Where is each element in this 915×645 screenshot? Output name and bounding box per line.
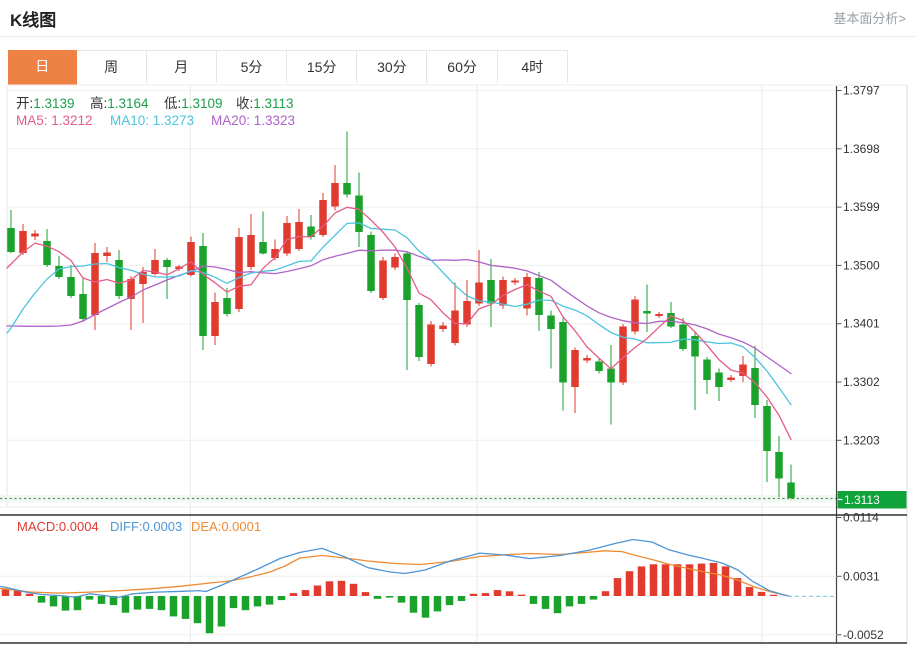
svg-text:MA5: 1.3212: MA5: 1.3212 <box>16 113 93 128</box>
svg-text:0.0114: 0.0114 <box>843 511 879 525</box>
svg-text:MACD:0.0004: MACD:0.0004 <box>17 519 99 534</box>
svg-text:DIFF:0.0003: DIFF:0.0003 <box>110 519 182 534</box>
svg-text:1.3203: 1.3203 <box>843 433 880 447</box>
svg-text:1.3302: 1.3302 <box>843 375 880 389</box>
svg-text:-0.0052: -0.0052 <box>843 628 884 642</box>
svg-text:MA10: 1.3273: MA10: 1.3273 <box>110 113 194 128</box>
svg-text:低:1.3109: 低:1.3109 <box>164 96 223 111</box>
svg-text:1.3500: 1.3500 <box>843 258 880 272</box>
svg-text:1.3401: 1.3401 <box>843 317 880 331</box>
svg-text:1.3698: 1.3698 <box>843 142 880 156</box>
svg-text:高:1.3164: 高:1.3164 <box>90 95 149 111</box>
svg-text:开:1.3139: 开:1.3139 <box>16 96 75 111</box>
svg-text:DEA:0.0001: DEA:0.0001 <box>191 519 261 534</box>
svg-text:0.0031: 0.0031 <box>843 569 880 583</box>
svg-text:1.3797: 1.3797 <box>843 84 880 98</box>
svg-text:1.3113: 1.3113 <box>844 493 880 507</box>
svg-text:MA20: 1.3323: MA20: 1.3323 <box>211 113 295 128</box>
svg-text:收:1.3113: 收:1.3113 <box>236 96 294 111</box>
svg-text:1.3599: 1.3599 <box>843 200 880 214</box>
